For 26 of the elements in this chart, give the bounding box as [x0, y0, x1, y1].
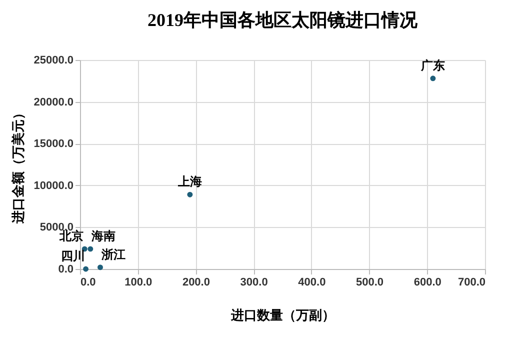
y-tick-label: 0.0 [58, 264, 74, 276]
chart-title: 2019年中国各地区太阳镜进口情况 [148, 10, 418, 30]
point [83, 266, 89, 272]
point [187, 192, 193, 198]
annotation: 上海 [176, 174, 202, 189]
point [430, 76, 436, 82]
y-tick-label: 10000.0 [34, 180, 74, 192]
x-tick-label: 400.0 [298, 276, 326, 288]
annotation: 广东 [420, 58, 445, 72]
annotation: 海南 [90, 228, 116, 243]
y-axis-title: 进口金额（万美元） [10, 106, 26, 224]
x-tick-label: 0.0 [80, 276, 96, 288]
y-tick-label: 15000.0 [34, 138, 74, 150]
x-tick-label: 500.0 [356, 276, 384, 288]
annotation: 四川 [60, 249, 85, 263]
y-tick-label: 25000.0 [34, 54, 74, 66]
point [98, 264, 103, 270]
y-tick-label: 20000.0 [34, 96, 74, 108]
annotation: 浙江 [100, 247, 126, 262]
x-tick-label: 600.0 [414, 276, 442, 288]
x-tick-label: 200.0 [182, 276, 210, 288]
point [88, 246, 94, 252]
x-tick-label: 700.0 [458, 276, 486, 288]
x-tick-label: 100.0 [124, 276, 152, 288]
x-tick-label: 300.0 [240, 276, 268, 288]
x-axis-title: 进口数量（万副） [230, 308, 335, 322]
